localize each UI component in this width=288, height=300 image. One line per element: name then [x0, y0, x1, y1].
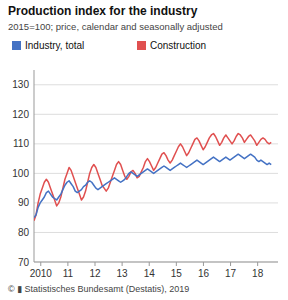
x-tick [230, 262, 231, 266]
y-tick-label: 130 [12, 79, 29, 90]
x-tick-label: 2010 [30, 268, 53, 279]
x-tick [95, 262, 96, 266]
x-tick-label: 16 [198, 268, 210, 279]
x-tick-label: 18 [252, 268, 264, 279]
legend-label: Industry, total [25, 40, 84, 51]
x-tick-label: 12 [89, 268, 101, 279]
footer: © ▮ Statistisches Bundesamt (Destatis), … [8, 284, 189, 294]
legend: Industry, total Construction [12, 40, 206, 51]
series-line [34, 134, 271, 221]
x-tick [257, 262, 258, 266]
grid [34, 85, 278, 262]
legend-swatch [12, 41, 21, 50]
y-tick-label: 110 [13, 138, 29, 149]
grid-line [34, 84, 278, 85]
y-tick-label: 100 [12, 168, 29, 179]
y-tick-label: 80 [18, 227, 30, 238]
x-tick [67, 262, 68, 266]
x-tick [203, 262, 204, 266]
title: Production index for the industry [8, 4, 198, 18]
y-tick-label: 90 [18, 197, 30, 208]
plot-area [34, 134, 271, 221]
grid-line [34, 202, 278, 203]
y-axis-line [34, 70, 35, 262]
x-axis-line [34, 262, 278, 263]
chart: Production index for the industry 2015=10… [0, 0, 288, 300]
y-tick-label: 70 [18, 257, 30, 268]
x-tick [149, 262, 150, 266]
legend-swatch [137, 41, 146, 50]
subtitle: 2015=100; price, calendar and seasonally… [8, 21, 223, 32]
grid-line [34, 114, 278, 115]
legend-label: Construction [150, 40, 206, 51]
x-tick-label: 11 [63, 268, 74, 279]
x-tick-label: 15 [171, 268, 183, 279]
grid-line [34, 232, 278, 233]
grid-line [34, 262, 278, 263]
grid-line [34, 143, 278, 144]
x-tick-label: 14 [144, 268, 156, 279]
x-tick [122, 262, 123, 266]
series-line [34, 154, 271, 218]
x-tick [40, 262, 41, 266]
x-tick-label: 17 [225, 268, 237, 279]
y-tick-label: 120 [12, 109, 29, 120]
grid-line [34, 173, 278, 174]
x-tick-label: 13 [117, 268, 129, 279]
x-tick [176, 262, 177, 266]
